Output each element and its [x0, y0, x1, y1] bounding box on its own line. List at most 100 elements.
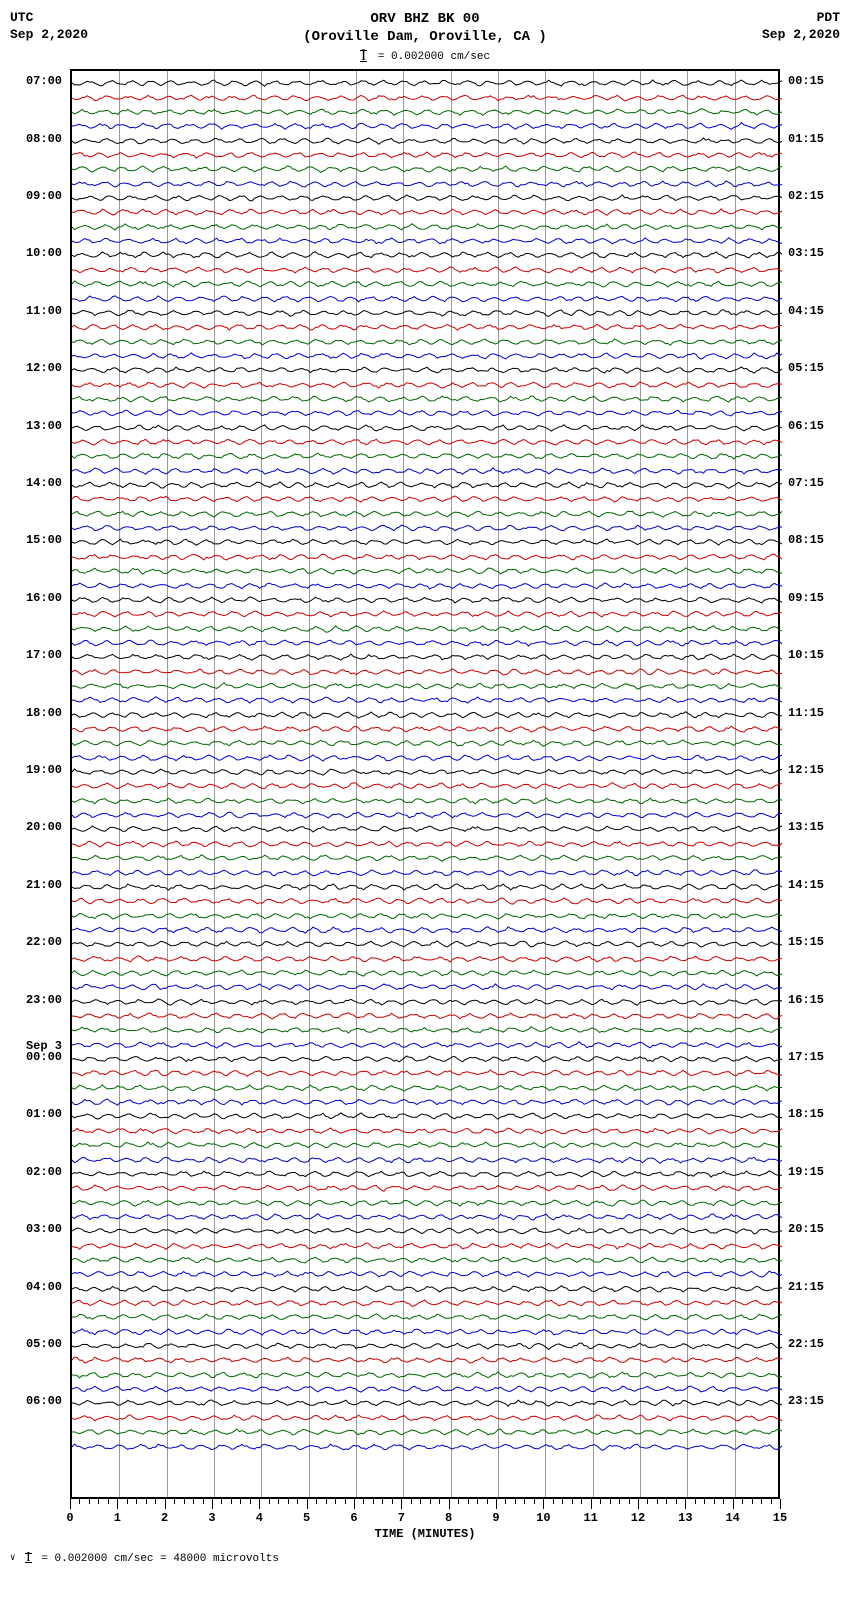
x-tick-label: 1 [114, 1511, 121, 1525]
time-label: 10:15 [788, 648, 824, 662]
seismic-trace [72, 407, 782, 419]
seismic-trace [72, 264, 782, 276]
seismic-trace [72, 694, 782, 706]
seismic-trace [72, 1096, 782, 1108]
seismic-trace [72, 493, 782, 505]
seismic-trace [72, 1197, 782, 1209]
time-label: 00:15 [788, 74, 824, 88]
title-line2: (Oroville Dam, Oroville, CA ) [110, 28, 740, 46]
seismic-trace [72, 1426, 782, 1438]
time-label: 04:15 [788, 304, 824, 318]
xtick-major [780, 1499, 781, 1509]
xtick-minor [439, 1499, 440, 1504]
seismic-trace [72, 1182, 782, 1194]
x-axis: TIME (MINUTES) 0123456789101112131415 [70, 1499, 780, 1543]
tz-left-date: Sep 2,2020 [10, 27, 110, 44]
seismic-trace [72, 666, 782, 678]
time-label: 07:15 [788, 476, 824, 490]
seismic-trace [72, 536, 782, 548]
seismic-trace [72, 1125, 782, 1137]
x-tick-label: 5 [303, 1511, 310, 1525]
xtick-minor [761, 1499, 762, 1504]
seismic-trace [72, 580, 782, 592]
xtick-minor [108, 1499, 109, 1504]
xtick-minor [231, 1499, 232, 1504]
xtick-minor [269, 1499, 270, 1504]
xtick-minor [714, 1499, 715, 1504]
xtick-major [212, 1499, 213, 1509]
time-label: 13:15 [788, 820, 824, 834]
xtick-minor [326, 1499, 327, 1504]
time-label: 14:00 [26, 476, 62, 490]
seismic-trace [72, 766, 782, 778]
x-tick-label: 8 [445, 1511, 452, 1525]
xtick-minor [524, 1499, 525, 1504]
xtick-minor [382, 1499, 383, 1504]
xtick-minor [695, 1499, 696, 1504]
seismic-trace [72, 422, 782, 434]
seismic-trace [72, 608, 782, 620]
seismic-trace [72, 881, 782, 893]
time-label: 08:00 [26, 132, 62, 146]
time-label: 22:15 [788, 1337, 824, 1351]
x-tick-label: 11 [583, 1511, 597, 1525]
xtick-minor [477, 1499, 478, 1504]
seismic-trace [72, 364, 782, 376]
xtick-minor [250, 1499, 251, 1504]
xtick-minor [742, 1499, 743, 1504]
seismogram-plot [70, 69, 780, 1499]
time-label: 06:00 [26, 1394, 62, 1408]
seismic-trace [72, 1211, 782, 1223]
xtick-minor [515, 1499, 516, 1504]
scale-bar-icon: I [360, 50, 367, 62]
time-label: 17:00 [26, 648, 62, 662]
time-label: 09:15 [788, 591, 824, 605]
seismic-trace [72, 1397, 782, 1409]
xtick-minor [619, 1499, 620, 1504]
scale-note: I = 0.002000 cm/sec [110, 50, 740, 63]
seismic-trace [72, 752, 782, 764]
seismic-trace [72, 1297, 782, 1309]
time-label: 15:15 [788, 935, 824, 949]
seismic-trace [72, 823, 782, 835]
seismic-trace [72, 1441, 782, 1453]
time-label: 11:15 [788, 706, 824, 720]
xtick-major [496, 1499, 497, 1509]
seismic-trace [72, 1326, 782, 1338]
tz-left: UTC Sep 2,2020 [10, 10, 110, 44]
xtick-minor [752, 1499, 753, 1504]
xtick-minor [657, 1499, 658, 1504]
xtick-major [591, 1499, 592, 1509]
xtick-minor [629, 1499, 630, 1504]
seismic-trace [72, 508, 782, 520]
seismic-trace [72, 1412, 782, 1424]
xtick-minor [373, 1499, 374, 1504]
xtick-minor [79, 1499, 80, 1504]
seismic-trace [72, 1383, 782, 1395]
tz-right-label: PDT [740, 10, 840, 27]
seismic-trace [72, 723, 782, 735]
x-tick-label: 7 [398, 1511, 405, 1525]
seismic-trace [72, 1168, 782, 1180]
xtick-minor [98, 1499, 99, 1504]
xtick-minor [127, 1499, 128, 1504]
time-label: 20:15 [788, 1222, 824, 1236]
seismic-trace [72, 1024, 782, 1036]
seismic-trace [72, 135, 782, 147]
time-label: 07:00 [26, 74, 62, 88]
xtick-minor [297, 1499, 298, 1504]
xtick-minor [146, 1499, 147, 1504]
seismic-trace [72, 637, 782, 649]
xtick-major [543, 1499, 544, 1509]
xtick-major [117, 1499, 118, 1509]
xtick-minor [184, 1499, 185, 1504]
time-label: 21:00 [26, 878, 62, 892]
seismic-trace [72, 1154, 782, 1166]
x-tick-label: 3 [208, 1511, 215, 1525]
time-label: 18:15 [788, 1107, 824, 1121]
xtick-minor [335, 1499, 336, 1504]
xtick-major [259, 1499, 260, 1509]
seismic-trace [72, 1110, 782, 1122]
seismic-trace [72, 1311, 782, 1323]
tz-left-label: UTC [10, 10, 110, 27]
